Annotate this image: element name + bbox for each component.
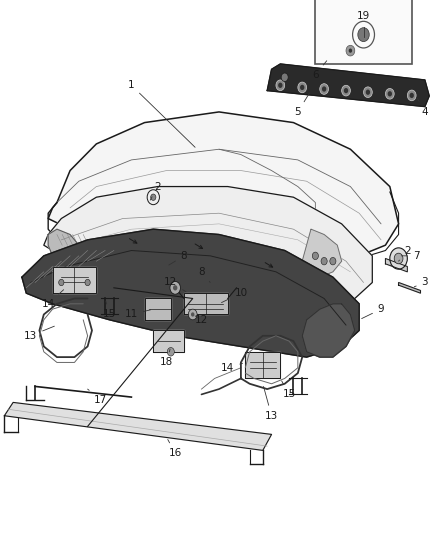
Circle shape xyxy=(407,90,416,101)
Polygon shape xyxy=(53,266,96,293)
Circle shape xyxy=(298,82,307,93)
Text: 11: 11 xyxy=(125,310,151,319)
Polygon shape xyxy=(22,229,359,357)
Polygon shape xyxy=(267,64,429,107)
Text: 2: 2 xyxy=(399,246,411,261)
Circle shape xyxy=(151,194,156,200)
Text: 10: 10 xyxy=(222,288,247,303)
Circle shape xyxy=(173,285,177,290)
Circle shape xyxy=(394,253,403,264)
Circle shape xyxy=(346,45,355,56)
Text: 17: 17 xyxy=(88,389,107,405)
Text: 9: 9 xyxy=(362,304,385,319)
Circle shape xyxy=(191,312,194,317)
Text: 6: 6 xyxy=(312,61,327,79)
Text: 12: 12 xyxy=(164,278,186,292)
Circle shape xyxy=(358,28,369,42)
Polygon shape xyxy=(399,282,420,293)
Text: 13: 13 xyxy=(264,386,278,421)
Text: 5: 5 xyxy=(294,93,310,117)
Text: 16: 16 xyxy=(168,440,182,458)
Polygon shape xyxy=(145,298,171,320)
Circle shape xyxy=(321,257,327,265)
Circle shape xyxy=(281,73,288,82)
Circle shape xyxy=(188,309,197,320)
Circle shape xyxy=(410,93,414,98)
Text: 8: 8 xyxy=(169,251,187,265)
Circle shape xyxy=(344,88,348,93)
Circle shape xyxy=(366,90,370,95)
Polygon shape xyxy=(48,229,79,261)
Text: 1: 1 xyxy=(128,80,195,147)
Polygon shape xyxy=(4,402,272,450)
Circle shape xyxy=(276,80,285,91)
Polygon shape xyxy=(245,352,280,378)
Text: 19: 19 xyxy=(357,11,370,21)
Circle shape xyxy=(388,91,392,96)
Circle shape xyxy=(320,84,328,94)
Circle shape xyxy=(300,85,304,90)
Circle shape xyxy=(330,257,336,265)
Text: 4: 4 xyxy=(417,99,428,117)
Text: 14: 14 xyxy=(221,363,243,373)
Circle shape xyxy=(147,190,159,205)
Text: 18: 18 xyxy=(160,349,173,367)
Text: 13: 13 xyxy=(24,326,54,341)
Polygon shape xyxy=(48,112,399,256)
Polygon shape xyxy=(44,187,372,304)
Text: 2: 2 xyxy=(150,182,161,200)
FancyBboxPatch shape xyxy=(315,0,412,64)
Text: 7: 7 xyxy=(401,251,420,261)
Text: 15: 15 xyxy=(103,301,116,319)
Circle shape xyxy=(385,88,394,99)
Circle shape xyxy=(349,49,352,53)
Polygon shape xyxy=(153,330,184,352)
Text: 12: 12 xyxy=(195,315,208,325)
Text: 8: 8 xyxy=(198,267,210,282)
Circle shape xyxy=(170,281,180,294)
Polygon shape xyxy=(184,293,228,314)
Circle shape xyxy=(59,279,64,286)
Text: 14: 14 xyxy=(42,290,64,309)
Polygon shape xyxy=(302,304,355,357)
Text: 15: 15 xyxy=(282,381,296,399)
Circle shape xyxy=(364,87,372,98)
Circle shape xyxy=(322,86,326,92)
Circle shape xyxy=(85,279,90,286)
Circle shape xyxy=(390,248,407,269)
Text: 3: 3 xyxy=(414,278,428,287)
Polygon shape xyxy=(302,229,342,277)
Circle shape xyxy=(312,252,318,260)
Circle shape xyxy=(342,85,350,96)
Polygon shape xyxy=(385,259,407,272)
Circle shape xyxy=(167,348,174,356)
Circle shape xyxy=(278,83,283,88)
